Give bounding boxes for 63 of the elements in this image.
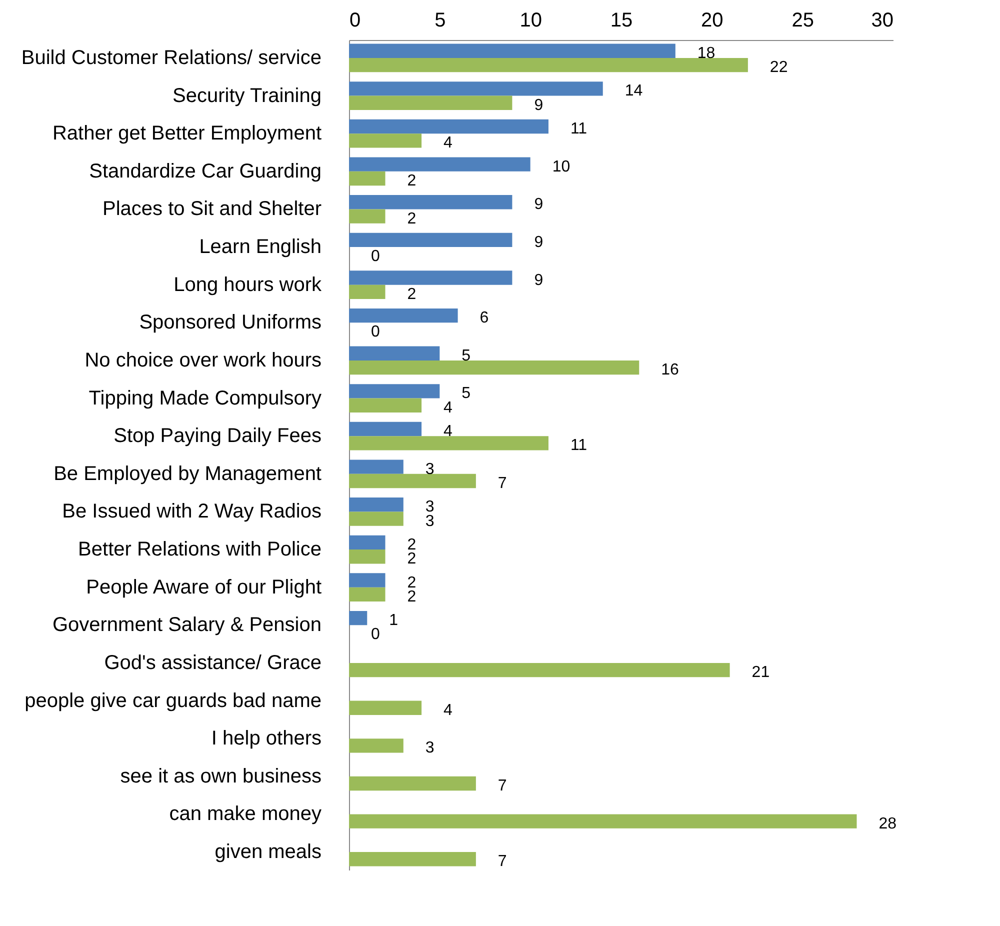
data-label: 0 [371,324,380,341]
y-tick-label: Rather get Better Employment [52,122,322,145]
y-tick-label: Be Employed by Management [54,462,322,485]
y-tick-label: Sponsored Uniforms [139,312,322,334]
data-label: 3 [425,740,434,757]
y-tick-label: Places to Sit and Shelter [102,198,322,220]
x-tick-label: 10 [520,10,542,32]
data-label: 9 [534,196,544,214]
y-tick-label: I help others [211,728,322,750]
data-label: 0 [371,248,380,266]
data-label: 7 [498,778,507,794]
data-label: 14 [624,82,643,100]
data-label: 6 [480,310,489,327]
data-label: 2 [407,286,416,303]
data-label: 2 [407,536,416,554]
y-tick-label: Long hours work [174,274,322,296]
x-tick-label: 20 [701,10,724,32]
y-tick-label: Security Training [172,84,322,107]
y-tick-label: God's assistance/ Grace [104,652,322,674]
y-tick-label: Be Issued with 2 Way Radios [62,500,322,523]
data-label: 4 [444,702,453,719]
data-label: 7 [498,853,507,870]
y-tick-label: see it as own business [120,765,322,788]
data-label: 9 [534,96,544,114]
data-label: 9 [534,234,544,251]
y-tick-label: People Aware of our Plight [86,576,322,598]
data-label: 28 [878,815,897,832]
y-tick-label: Learn English [199,236,322,258]
data-label: 16 [661,362,680,379]
y-tick-label: can make money [169,803,322,826]
x-tick-label: 5 [434,10,446,32]
y-tick-label: Standardize Car Guarding [89,160,322,182]
x-tick-label: 15 [610,10,633,32]
data-label: 18 [697,44,716,62]
data-label: 9 [534,272,544,289]
data-label: 11 [570,120,588,138]
data-label: 4 [444,399,453,416]
data-label: 11 [570,437,588,454]
x-tick-label: 30 [871,10,894,32]
data-label: 2 [407,210,416,228]
data-label: 1 [389,612,398,630]
data-label: 2 [407,172,416,190]
data-label: 22 [770,59,788,76]
y-tick-label: Build Customer Relations/ service [21,46,322,69]
x-tick-label: 0 [350,10,361,32]
data-label: 21 [752,664,770,682]
data-label: 10 [552,158,570,176]
y-tick-label: Tipping Made Compulsory [88,387,322,410]
y-tick-label: Stop Paying Daily Fees [114,425,322,448]
y-tick-label: people give car guards bad name [24,690,322,712]
data-label: 2 [407,550,416,568]
data-label: 3 [425,460,434,478]
y-tick-label: Better Relations with Police [78,538,322,561]
y-tick-label: No choice over work hours [84,349,322,372]
data-label: 7 [498,474,507,492]
data-label: 4 [444,134,453,152]
data-label: 4 [444,423,453,440]
data-label: 5 [462,347,471,364]
data-label: 0 [371,626,380,644]
data-label: 5 [462,385,471,402]
y-tick-label: Government Salary & Pension [52,614,322,636]
y-tick-label: given meals [214,841,322,864]
x-tick-label: 25 [792,10,814,32]
